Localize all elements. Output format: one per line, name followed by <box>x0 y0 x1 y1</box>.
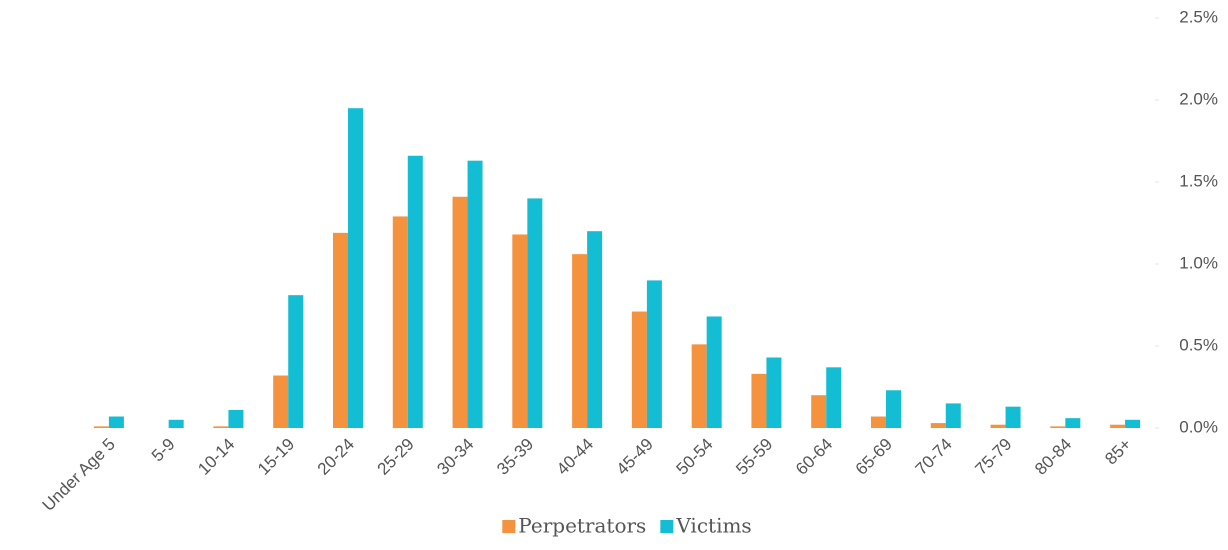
bar <box>213 426 229 428</box>
bar <box>1110 424 1126 428</box>
x-tick-label: 30-34 <box>433 435 477 479</box>
legend-label: Victims <box>675 514 751 538</box>
y-tick-label: 1.0% <box>1179 253 1218 272</box>
x-tick-label: 50-54 <box>672 435 716 479</box>
bar <box>587 231 603 428</box>
bar <box>871 416 886 428</box>
bar <box>1050 426 1066 428</box>
x-tick-label: 80-84 <box>1031 435 1075 479</box>
x-tick-label: 10-14 <box>194 435 238 479</box>
y-tick-label: 2.5% <box>1179 7 1218 26</box>
bar <box>333 232 348 428</box>
x-tick-label: 15-19 <box>254 435 298 479</box>
legend: Perpetrators Victims <box>502 514 752 538</box>
legend-label: Perpetrators <box>518 514 646 538</box>
legend-swatch <box>502 520 516 533</box>
bar <box>288 295 304 428</box>
x-tick-label: 60-64 <box>792 435 836 479</box>
bar <box>1125 419 1141 428</box>
x-tick-label: 5-9 <box>148 435 179 466</box>
bar <box>392 216 408 428</box>
bar <box>93 426 109 428</box>
bar <box>512 234 528 428</box>
bar <box>1065 418 1081 428</box>
bar <box>990 424 1006 428</box>
bar <box>811 395 827 428</box>
x-tick-label: 20-24 <box>314 435 358 479</box>
x-tick-label: 35-39 <box>493 435 537 479</box>
bar <box>168 419 184 428</box>
x-tick-label: 75-79 <box>971 435 1015 479</box>
legend-swatch <box>660 520 674 533</box>
bar <box>886 390 901 428</box>
x-tick-label: Under Age 5 <box>39 435 119 515</box>
bar <box>452 196 468 428</box>
bar <box>646 280 662 428</box>
y-tick-label: 1.5% <box>1179 171 1218 190</box>
bar <box>407 155 423 428</box>
x-tick-label: 45-49 <box>613 435 657 479</box>
bar <box>1005 406 1021 428</box>
bar <box>273 375 289 428</box>
bar <box>751 373 767 428</box>
x-tick-label: 55-59 <box>732 435 776 479</box>
bar <box>691 344 707 428</box>
bar <box>467 160 483 428</box>
bar <box>930 423 946 428</box>
bar <box>766 357 782 428</box>
x-tick-label: 25-29 <box>374 435 418 479</box>
bar <box>706 316 722 428</box>
x-tick-label: 70-74 <box>912 435 956 479</box>
bar <box>527 198 543 428</box>
bar <box>348 108 363 428</box>
y-tick-label: 0.5% <box>1179 335 1218 354</box>
bar <box>228 409 244 428</box>
bar <box>631 311 647 428</box>
x-tick-label: 40-44 <box>553 435 597 479</box>
y-tick-label: 0.0% <box>1179 417 1218 436</box>
bar <box>572 254 588 428</box>
x-tick-label: 85+ <box>1101 435 1135 469</box>
bar <box>108 416 124 428</box>
y-tick-label: 2.0% <box>1179 89 1218 108</box>
x-tick-label: 65-69 <box>852 435 896 479</box>
bar <box>945 403 961 428</box>
bar <box>826 367 842 428</box>
